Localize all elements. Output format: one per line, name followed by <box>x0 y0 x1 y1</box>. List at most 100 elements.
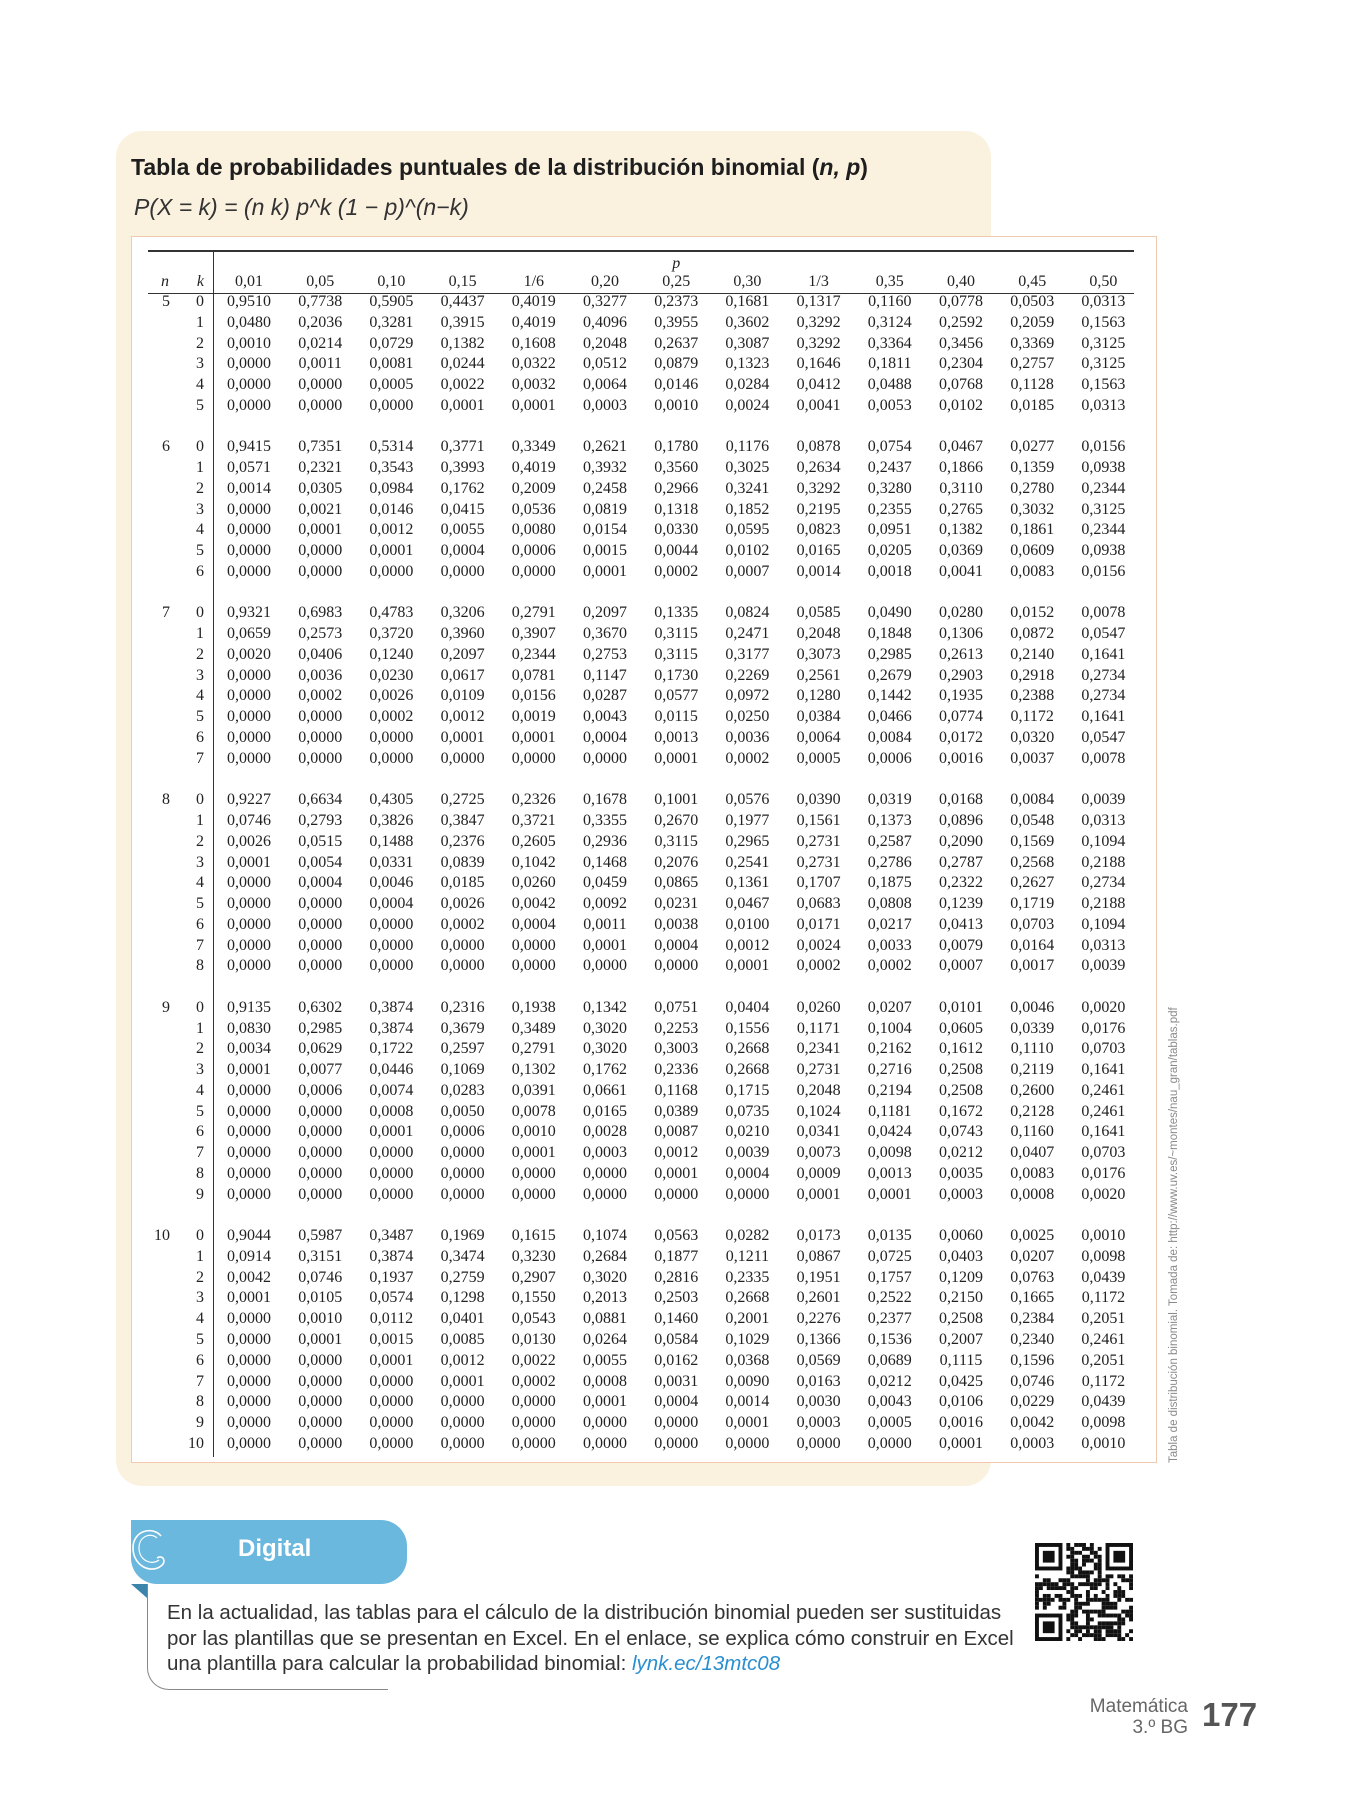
probability-cell: 0,0000 <box>440 1144 485 1162</box>
probability-cell: 0,0168 <box>939 791 983 809</box>
n-value: 10 <box>154 1227 170 1245</box>
probability-cell: 0,0000 <box>369 1144 414 1162</box>
qr-module <box>1097 1621 1102 1626</box>
probability-cell: 0,0002 <box>654 562 699 580</box>
k-value: 0 <box>196 604 204 622</box>
probability-cell: 0,0000 <box>511 1164 556 1182</box>
digital-link[interactable]: lynk.ec/13mtc08 <box>631 1652 781 1675</box>
qr-module <box>1046 1578 1051 1583</box>
probability-cell: 0,1877 <box>654 1247 699 1265</box>
probability-cell: 0,1001 <box>654 791 699 809</box>
probability-cell: 0,2765 <box>939 500 983 518</box>
probability-cell: 0,0459 <box>583 874 627 892</box>
probability-cell: 0,0019 <box>511 708 556 726</box>
qr-module <box>1117 1597 1122 1602</box>
n-value: 7 <box>162 604 170 622</box>
probability-cell: 0,0000 <box>369 562 414 580</box>
probability-cell: 0,0004 <box>725 1164 770 1182</box>
probability-cell: 0,0585 <box>796 604 841 622</box>
probability-cell: 0,0018 <box>867 562 912 580</box>
probability-cell: 0,2508 <box>939 1081 983 1099</box>
qr-module <box>1117 1633 1122 1638</box>
qr-code-icon[interactable] <box>1035 1543 1133 1641</box>
qr-module <box>1078 1625 1083 1630</box>
qr-module <box>1082 1558 1086 1563</box>
qr-module <box>1085 1625 1090 1630</box>
probability-cell: 0,0010 <box>1081 1227 1126 1245</box>
probability-cell: 0,3874 <box>369 1247 414 1265</box>
probability-cell: 0,0609 <box>1010 542 1055 560</box>
probability-cell: 0,0000 <box>227 1102 271 1120</box>
probability-cell: 0,0725 <box>867 1247 912 1265</box>
ribbon-fold <box>131 1584 147 1598</box>
qr-module <box>1066 1554 1071 1559</box>
probability-cell: 0,2613 <box>939 645 983 663</box>
probability-cell: 0,1715 <box>725 1081 770 1099</box>
probability-cell: 0,1335 <box>654 604 699 622</box>
n-header: n <box>161 273 169 290</box>
probability-cell: 0,2344 <box>511 645 556 663</box>
probability-cell: 0,2048 <box>583 334 627 352</box>
probability-cell: 0,0439 <box>1081 1268 1126 1286</box>
probability-cell: 0,0026 <box>227 832 271 850</box>
probability-cell: 0,0000 <box>583 749 627 767</box>
probability-cell: 0,1366 <box>796 1331 841 1348</box>
qr-module <box>1074 1543 1079 1547</box>
probability-cell: 0,0703 <box>1081 1144 1126 1162</box>
k-value: 0 <box>196 791 204 809</box>
probability-cell: 0,0548 <box>1010 812 1055 829</box>
probability-cell: 0,2753 <box>583 645 627 663</box>
probability-cell: 0,0823 <box>796 521 841 539</box>
probability-cell: 0,1342 <box>583 998 627 1016</box>
probability-cell: 0,2601 <box>796 1289 841 1307</box>
probability-cell: 0,0000 <box>298 396 343 414</box>
probability-cell: 0,1719 <box>1010 895 1055 913</box>
qr-module <box>1085 1590 1090 1594</box>
k-value: 5 <box>196 895 204 913</box>
probability-cell: 0,1373 <box>867 812 912 829</box>
qr-module <box>1117 1574 1122 1579</box>
probability-cell: 0,2304 <box>939 355 983 373</box>
probability-cell: 0,0214 <box>298 334 343 352</box>
probability-cell: 0,1442 <box>867 687 912 705</box>
probability-cell: 0,1160 <box>1010 1123 1054 1141</box>
qr-module <box>1066 1629 1071 1634</box>
qr-module <box>1085 1578 1090 1583</box>
probability-cell: 0,0001 <box>939 1434 983 1452</box>
probability-cell: 0,0005 <box>796 749 841 767</box>
probability-cell: 0,0217 <box>867 915 912 933</box>
qr-module <box>1105 1605 1110 1610</box>
qr-module <box>1105 1625 1110 1630</box>
qr-module <box>1062 1582 1067 1587</box>
probability-cell: 0,1468 <box>583 853 627 871</box>
qr-module <box>1078 1605 1083 1610</box>
probability-cell: 0,0004 <box>583 728 627 746</box>
probability-cell: 0,1209 <box>939 1268 983 1286</box>
digital-text: En la actualidad, las tablas para el cál… <box>167 1600 1027 1677</box>
probability-cell: 0,3124 <box>867 313 912 331</box>
probability-cell: 0,0754 <box>867 438 912 456</box>
probability-cell: 0,2119 <box>1010 1061 1054 1079</box>
qr-module <box>1105 1601 1110 1606</box>
probability-cell: 0,2508 <box>939 1310 983 1328</box>
qr-module <box>1117 1613 1122 1618</box>
probability-cell: 0,1240 <box>369 645 414 663</box>
probability-cell: 0,0415 <box>440 500 485 518</box>
qr-module <box>1109 1625 1114 1630</box>
k-value: 9 <box>196 1185 204 1203</box>
probability-cell: 0,2791 <box>511 1040 556 1058</box>
probability-cell: 0,2965 <box>725 832 770 850</box>
probability-cell: 0,0009 <box>796 1164 841 1182</box>
probability-cell: 0,0703 <box>1010 915 1055 933</box>
probability-cell: 0,0004 <box>654 936 699 954</box>
k-value: 0 <box>196 438 204 456</box>
probability-cell: 0,0401 <box>440 1310 485 1328</box>
column-header: 0,10 <box>377 273 406 290</box>
probability-cell: 0,1665 <box>1010 1289 1055 1307</box>
qr-module <box>1046 1582 1051 1587</box>
probability-cell: 0,0002 <box>511 1372 556 1390</box>
probability-cell: 0,0012 <box>369 521 414 539</box>
qr-module <box>1105 1578 1110 1583</box>
probability-cell: 0,0896 <box>939 812 983 829</box>
probability-cell: 0,0830 <box>227 1019 271 1037</box>
